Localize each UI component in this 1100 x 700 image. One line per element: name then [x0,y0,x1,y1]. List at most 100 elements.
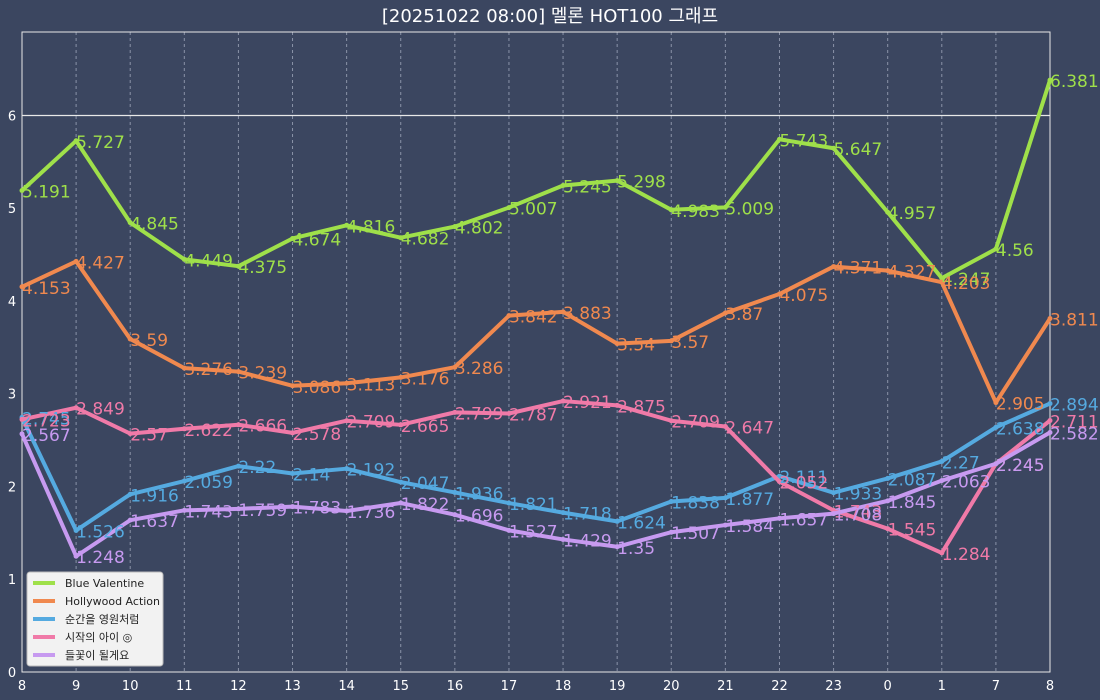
data-point [344,466,350,472]
data-point [290,383,296,389]
data-label: 2.875 [617,397,666,417]
x-tick-label: 12 [230,679,247,694]
legend-entry: 순간을 영원처럼 [65,613,139,626]
x-tick-label: 23 [825,679,842,694]
data-label: 4.816 [347,217,396,237]
data-point [235,506,241,512]
data-label: 3.276 [184,360,233,380]
data-point [181,256,187,262]
data-label: 4.983 [671,202,720,222]
data-point [235,463,241,469]
data-label: 5.298 [617,173,666,193]
series-line [20,399,1052,555]
data-point [776,515,782,521]
data-label: 2.57 [130,426,168,446]
data-label: 2.787 [509,405,558,425]
data-point [831,490,837,496]
y-tick-label: 2 [8,480,16,495]
data-point [776,473,782,479]
x-tick-label: 17 [501,679,518,694]
data-point [344,222,350,228]
x-tick-label: 9 [72,679,80,694]
data-point [614,544,620,550]
data-label: 4.371 [834,259,883,279]
data-point [1047,77,1053,83]
data-point [452,364,458,370]
data-point [776,479,782,485]
data-label: 1.821 [509,495,558,515]
data-point [560,536,566,542]
data-label: 4.802 [455,219,504,239]
data-point [452,489,458,495]
data-label: 2.087 [888,470,937,490]
legend-entry: Hollywood Action [65,595,160,608]
data-label: 5.743 [779,131,828,151]
data-label: 1.743 [184,502,233,522]
data-label: 2.245 [996,456,1045,476]
data-label: 5.007 [509,200,558,220]
data-label: 1.916 [130,486,179,506]
x-tick-label: 7 [992,679,1000,694]
data-label: 2.059 [184,473,233,493]
data-point [722,423,728,429]
data-label: 1.718 [563,505,612,525]
data-label: 1.507 [671,524,720,544]
data-label: 3.57 [671,333,709,353]
data-point [127,336,133,342]
x-tick-label: 14 [338,679,355,694]
data-label: 1.759 [238,501,287,521]
data-point [993,424,999,430]
data-label: 5.647 [834,140,883,160]
data-point [506,205,512,211]
x-tick-label: 11 [176,679,193,694]
data-point [19,284,25,290]
data-label: 3.59 [130,331,168,351]
data-label: 2.638 [996,419,1045,439]
data-label: 1.696 [455,507,504,527]
data-label: 1.545 [888,521,937,541]
data-label: 1.838 [671,494,720,514]
data-label: 4.203 [942,274,991,294]
data-label: 2.567 [22,426,71,446]
x-tick-label: 19 [609,679,626,694]
data-point [127,220,133,226]
data-point [290,471,296,477]
data-label: 3.176 [401,369,450,389]
legend-entry: 들꽃이 될게요 [65,648,129,662]
data-point [452,409,458,415]
y-tick-label: 4 [8,295,16,310]
data-label: 2.921 [563,393,612,413]
data-point [290,430,296,436]
data-point [939,458,945,464]
data-point [668,499,674,505]
series-line [20,78,1052,281]
data-label: 1.822 [401,495,450,515]
data-label: 1.845 [888,493,937,513]
x-tick-label: 20 [663,679,680,694]
data-label: 5.727 [76,133,125,153]
data-point [614,341,620,347]
data-point [73,138,79,144]
data-label: 2.14 [293,466,331,486]
data-label: 2.905 [996,395,1045,415]
data-point [506,313,512,319]
data-label: 1.783 [293,499,342,519]
data-point [939,550,945,556]
data-label: 2.047 [401,474,450,494]
data-label: 4.375 [238,258,287,278]
data-label: 3.54 [617,336,655,356]
data-point [235,369,241,375]
data-label: 2.849 [76,400,125,420]
data-label: 5.009 [725,199,774,219]
x-tick-label: 16 [447,679,464,694]
data-label: 2.709 [671,413,720,433]
data-point [398,235,404,241]
data-label: 2.723 [22,411,71,431]
data-label: 4.247 [942,270,991,290]
data-label: 1.933 [834,485,883,505]
data-label: 3.239 [238,364,287,384]
data-label: 1.284 [942,545,991,565]
data-label: 6.381 [1050,72,1099,92]
data-point [290,235,296,241]
data-label: 4.327 [888,263,937,283]
